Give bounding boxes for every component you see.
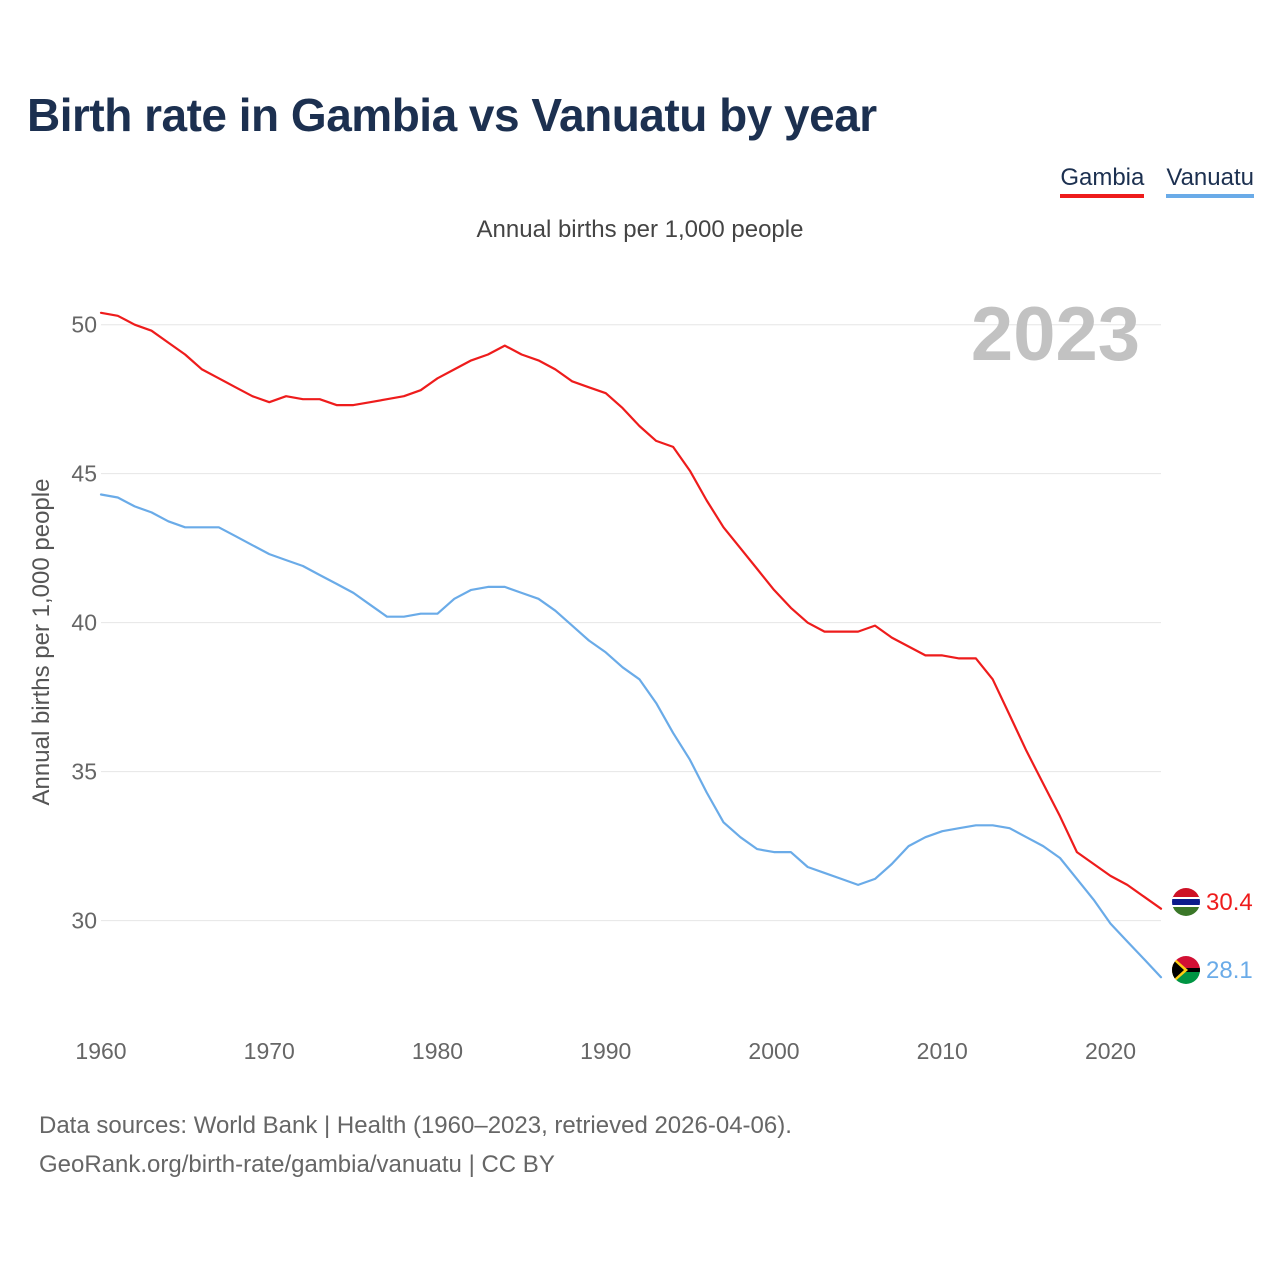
current-year-label: 2023	[971, 292, 1140, 377]
data-source: Data sources: World Bank | Health (1960–…	[39, 1106, 792, 1184]
x-tick-label-1980: 1980	[412, 1038, 463, 1064]
y-tick-label-30: 30	[71, 908, 97, 934]
x-tick-label-2020: 2020	[1085, 1038, 1136, 1064]
chart-title: Birth rate in Gambia vs Vanuatu by year	[27, 89, 877, 141]
legend-item-gambia[interactable]: Gambia	[1060, 164, 1145, 198]
x-tick-label-1960: 1960	[75, 1038, 126, 1064]
series-line-vanuatu[interactable]	[99, 493, 1163, 979]
y-tick-label-40: 40	[71, 610, 97, 636]
source-line-1: Data sources: World Bank | Health (1960–…	[39, 1112, 792, 1139]
y-tick-label-45: 45	[71, 461, 97, 487]
chart-subtitle: Annual births per 1,000 people	[476, 216, 804, 243]
x-tick-label-1990: 1990	[580, 1038, 631, 1064]
source-line-2: GeoRank.org/birth-rate/gambia/vanuatu | …	[39, 1151, 555, 1178]
vanuatu-flag-icon	[1172, 956, 1200, 984]
y-tick-label-35: 35	[71, 759, 97, 785]
x-tick-label-1970: 1970	[244, 1038, 295, 1064]
x-tick-label-2010: 2010	[917, 1038, 968, 1064]
y-tick-label-50: 50	[71, 312, 97, 338]
gambia-flag-icon	[1172, 888, 1200, 916]
vanuatu-end-value: 28.1	[1206, 957, 1253, 984]
series-line-gambia[interactable]	[99, 311, 1163, 910]
legend-item-vanuatu[interactable]: Vanuatu	[1166, 164, 1254, 198]
legend: Gambia Vanuatu	[1060, 164, 1254, 198]
x-tick-label-2000: 2000	[748, 1038, 799, 1064]
gambia-end-value: 30.4	[1206, 889, 1253, 916]
